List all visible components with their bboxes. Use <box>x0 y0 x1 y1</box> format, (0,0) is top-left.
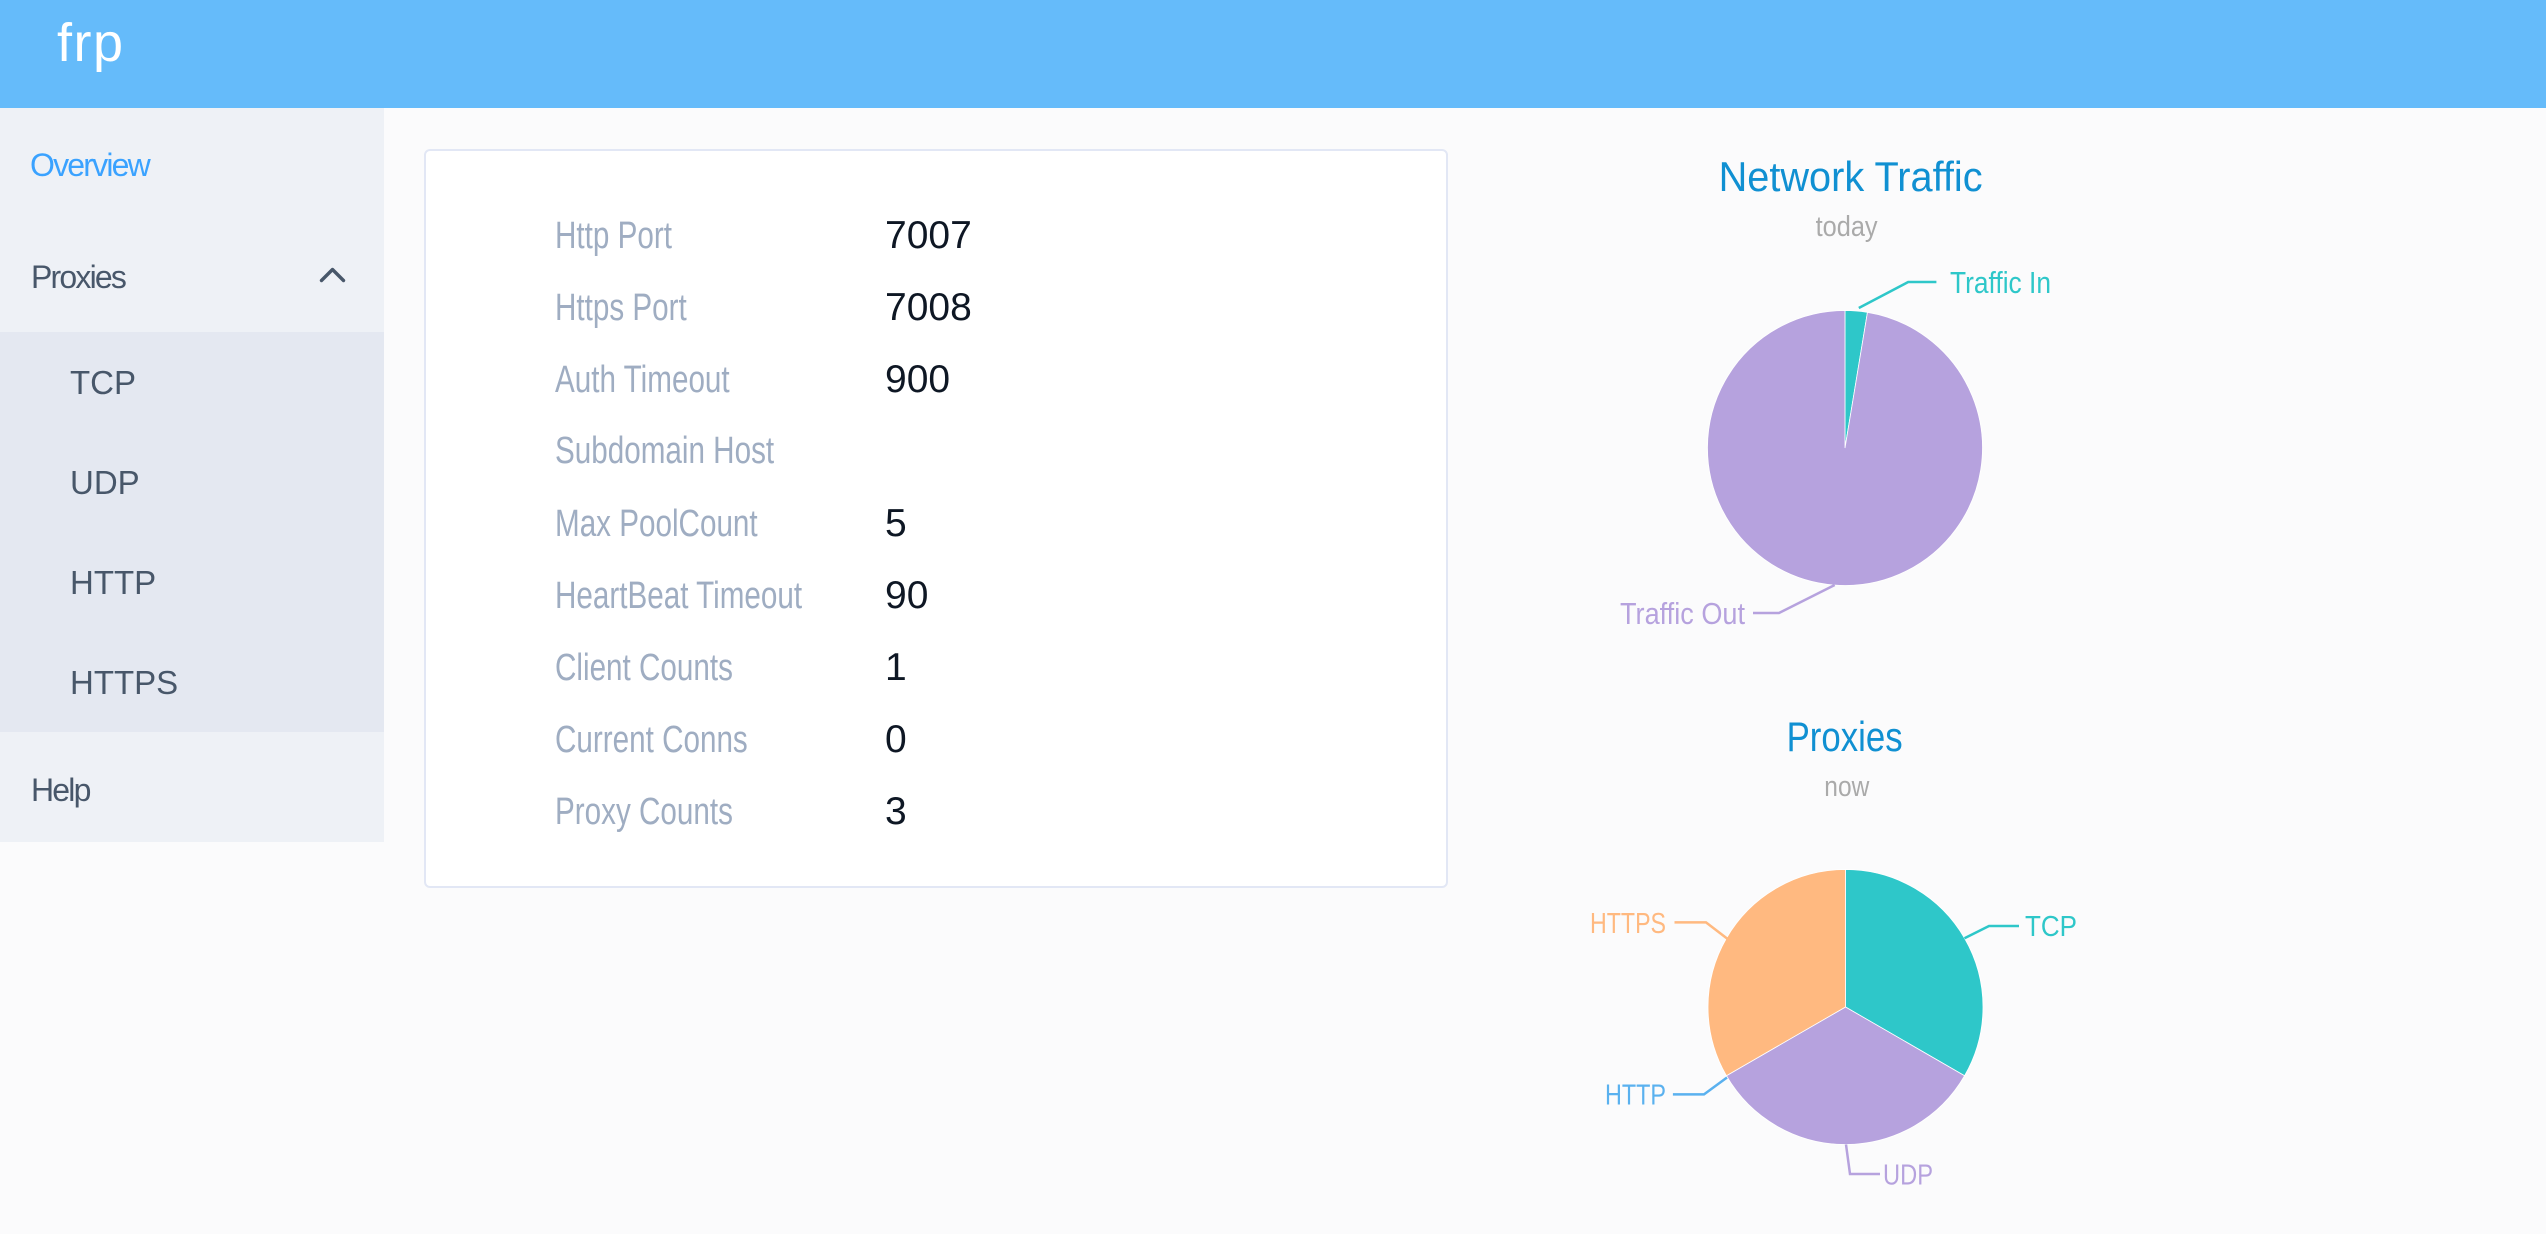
svg-text:HTTP: HTTP <box>1605 1079 1666 1111</box>
svg-text:today: today <box>1816 211 1878 243</box>
svg-text:Proxies: Proxies <box>1787 713 1903 760</box>
svg-text:Traffic Out: Traffic Out <box>1620 596 1745 631</box>
svg-text:Network Traffic: Network Traffic <box>1719 153 1983 200</box>
svg-text:HTTPS: HTTPS <box>1590 908 1666 940</box>
svg-text:UDP: UDP <box>1883 1160 1933 1192</box>
svg-text:TCP: TCP <box>2025 911 2077 943</box>
svg-text:Traffic In: Traffic In <box>1950 265 2051 300</box>
svg-text:now: now <box>1824 771 1870 803</box>
